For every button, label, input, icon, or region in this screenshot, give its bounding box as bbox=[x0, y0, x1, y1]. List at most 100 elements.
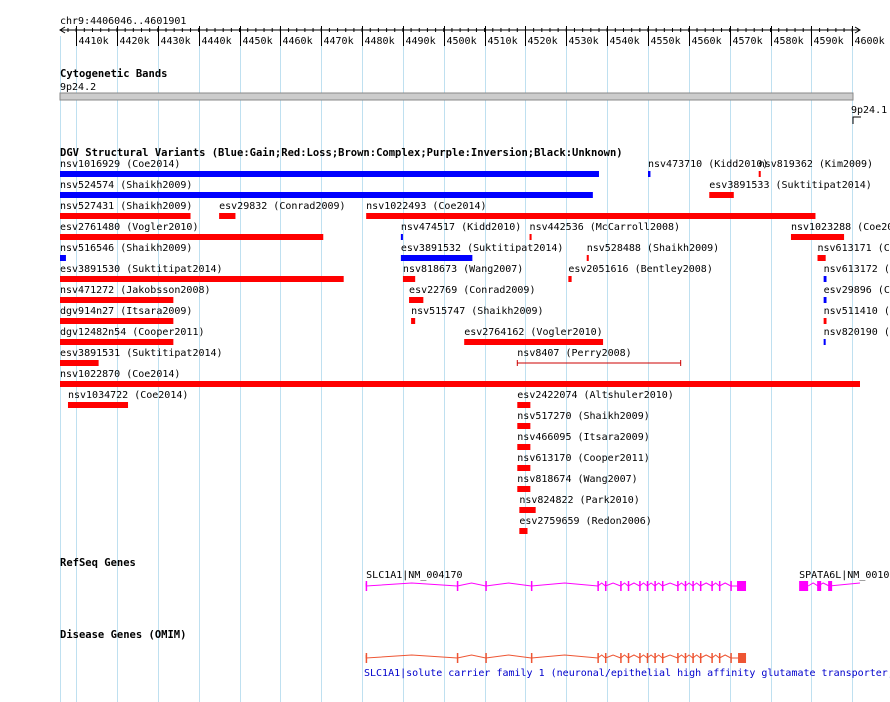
variant-bar[interactable] bbox=[60, 318, 174, 324]
refseq-gene-exon[interactable] bbox=[817, 581, 822, 591]
variant-label[interactable]: nsv442536 (McCarroll2008) bbox=[530, 222, 681, 233]
variant-bar[interactable] bbox=[60, 339, 174, 345]
variant-label[interactable]: esv2761480 (Vogler2010) bbox=[60, 222, 198, 233]
variant-bar[interactable] bbox=[709, 192, 734, 198]
variant-label[interactable]: nsv820190 (Kim2009) bbox=[824, 327, 890, 338]
variant-bar[interactable] bbox=[529, 234, 532, 240]
refseq-gene-exon[interactable] bbox=[699, 581, 702, 591]
refseq-gene-exon[interactable] bbox=[604, 581, 607, 591]
omim-gene-exon[interactable] bbox=[530, 653, 533, 663]
variant-bar[interactable] bbox=[517, 402, 531, 408]
variant-bar[interactable] bbox=[464, 339, 604, 345]
variant-label[interactable]: nsv818673 (Wang2007) bbox=[403, 264, 523, 275]
variant-label[interactable]: dgv12482n54 (Cooper2011) bbox=[60, 327, 205, 338]
omim-gene-exon[interactable] bbox=[711, 653, 713, 663]
variant-bar[interactable] bbox=[402, 276, 416, 282]
variant-bar[interactable] bbox=[823, 297, 827, 303]
variant-bar[interactable] bbox=[411, 318, 416, 324]
variant-label[interactable]: nsv511410 (Ahn2009) bbox=[824, 306, 890, 317]
refseq-gene-exon[interactable] bbox=[646, 581, 649, 591]
refseq-gene-exon[interactable] bbox=[654, 581, 656, 591]
refseq-track[interactable]: RefSeq Genes SLC1A1|NM_004170 SPATA6L|NM_… bbox=[60, 557, 890, 591]
variant-label[interactable]: esv2422074 (Altshuler2010) bbox=[517, 390, 674, 401]
variant-label[interactable]: nsv819362 (Kim2009) bbox=[759, 159, 873, 170]
variant-bar[interactable] bbox=[409, 297, 424, 303]
refseq-gene-exon[interactable] bbox=[711, 581, 713, 591]
variant-label[interactable]: esv3891531 (Suktitipat2014) bbox=[60, 348, 223, 359]
variant-label[interactable]: nsv466095 (Itsara2009) bbox=[517, 432, 649, 443]
variant-label[interactable]: esv3891530 (Suktitipat2014) bbox=[60, 264, 223, 275]
refseq-gene-exon[interactable] bbox=[485, 581, 487, 591]
omim-gene-exon[interactable] bbox=[456, 653, 459, 663]
variant-label[interactable]: esv29896 (Conrad2009) bbox=[824, 285, 890, 296]
variant-bar[interactable] bbox=[823, 276, 827, 282]
variant-bar[interactable] bbox=[60, 276, 344, 282]
omim-gene-label[interactable]: SLC1A1|solute carrier family 1 (neuronal… bbox=[364, 668, 890, 679]
ruler-track[interactable]: chr9:4406046..4601901 4410k 4420k 4430k 444… bbox=[59, 16, 885, 47]
variant-label[interactable]: nsv8407 (Perry2008) bbox=[517, 348, 631, 359]
refseq-gene-exon[interactable] bbox=[365, 581, 368, 591]
variant-label[interactable]: nsv1022493 (Coe2014) bbox=[366, 201, 486, 212]
variant-bar[interactable] bbox=[60, 171, 599, 177]
variant-bar[interactable] bbox=[519, 528, 528, 534]
variant-bar[interactable] bbox=[60, 192, 593, 198]
omim-gene-exon[interactable] bbox=[684, 653, 687, 663]
variant-label[interactable]: nsv1016929 (Coe2014) bbox=[60, 159, 180, 170]
variant-label[interactable]: nsv517270 (Shaikh2009) bbox=[517, 411, 649, 422]
variant-bar[interactable] bbox=[823, 318, 827, 324]
variant-label[interactable]: nsv1034722 (Coe2014) bbox=[68, 390, 188, 401]
variant-bar[interactable] bbox=[817, 255, 826, 261]
omim-gene-utr[interactable] bbox=[738, 653, 747, 663]
variant-bar[interactable] bbox=[823, 339, 826, 345]
variant-label[interactable]: nsv474517 (Kidd2010) bbox=[401, 222, 521, 233]
variant-label[interactable]: esv2764162 (Vogler2010) bbox=[464, 327, 602, 338]
refseq-gene-exon[interactable] bbox=[828, 581, 833, 591]
refseq-gene-exon[interactable] bbox=[627, 581, 630, 591]
variant-bar[interactable] bbox=[60, 381, 860, 387]
variant-label[interactable]: esv29832 (Conrad2009) bbox=[219, 201, 345, 212]
variant-bar[interactable] bbox=[67, 402, 129, 408]
variant-label[interactable]: dgv914n27 (Itsara2009) bbox=[60, 306, 192, 317]
omim-gene-exon[interactable] bbox=[627, 653, 630, 663]
omim-gene-exon[interactable] bbox=[661, 653, 664, 663]
omim-gene-exon[interactable] bbox=[692, 653, 694, 663]
variant-label[interactable]: nsv824822 (Park2010) bbox=[519, 495, 639, 506]
variant-label[interactable]: nsv613170 (Cooper2011) bbox=[517, 453, 649, 464]
omim-gene-exon[interactable] bbox=[597, 653, 599, 663]
refseq-gene-exon[interactable] bbox=[684, 581, 687, 591]
variant-label[interactable]: nsv1022870 (Coe2014) bbox=[60, 369, 180, 380]
variant-label[interactable]: esv2759659 (Redon2006) bbox=[519, 516, 651, 527]
omim-gene-exon[interactable] bbox=[699, 653, 702, 663]
variant-bar[interactable] bbox=[517, 486, 531, 492]
refseq-gene-utr[interactable] bbox=[799, 581, 809, 591]
variant-label[interactable]: esv22769 (Conrad2009) bbox=[409, 285, 535, 296]
omim-track[interactable]: Disease Genes (OMIM) SLC1A1|solute carri… bbox=[60, 629, 890, 679]
refseq-gene-exon[interactable] bbox=[692, 581, 694, 591]
refseq-gene-exon[interactable] bbox=[456, 581, 459, 591]
variant-bar[interactable] bbox=[219, 213, 236, 219]
variant-bar[interactable] bbox=[60, 213, 191, 219]
variant-bar[interactable] bbox=[517, 444, 531, 450]
variant-label[interactable]: esv2051616 (Bentley2008) bbox=[568, 264, 713, 275]
omim-gene-exon[interactable] bbox=[365, 653, 368, 663]
variant-bar[interactable] bbox=[400, 234, 403, 240]
variant-label[interactable]: nsv613171 (Cooper2011) bbox=[818, 243, 890, 254]
refseq-gene-exon[interactable] bbox=[718, 581, 721, 591]
omim-gene-exon[interactable] bbox=[604, 653, 607, 663]
omim-gene-exon[interactable] bbox=[646, 653, 649, 663]
variant-bar[interactable] bbox=[790, 234, 845, 240]
variant-bar[interactable] bbox=[366, 213, 816, 219]
omim-gene-exon[interactable] bbox=[718, 653, 721, 663]
refseq-gene-label[interactable]: SLC1A1|NM_004170 bbox=[366, 570, 462, 581]
variant-bar[interactable] bbox=[60, 234, 324, 240]
variant-label[interactable]: nsv515747 (Shaikh2009) bbox=[411, 306, 543, 317]
refseq-gene-label[interactable]: SPATA6L|NM_001039395 bbox=[799, 570, 890, 581]
cytoband-bar[interactable] bbox=[59, 92, 854, 101]
omim-gene-exon[interactable] bbox=[620, 653, 622, 663]
variant-bar[interactable] bbox=[517, 465, 531, 471]
refseq-gene-exon[interactable] bbox=[661, 581, 664, 591]
variant-label[interactable]: nsv818674 (Wang2007) bbox=[517, 474, 637, 485]
variant-label[interactable]: nsv473710 (Kidd2010) bbox=[648, 159, 768, 170]
dgv-track[interactable]: DGV Structural Variants (Blue:Gain;Red:L… bbox=[60, 147, 890, 534]
variant-bar[interactable] bbox=[400, 255, 473, 261]
